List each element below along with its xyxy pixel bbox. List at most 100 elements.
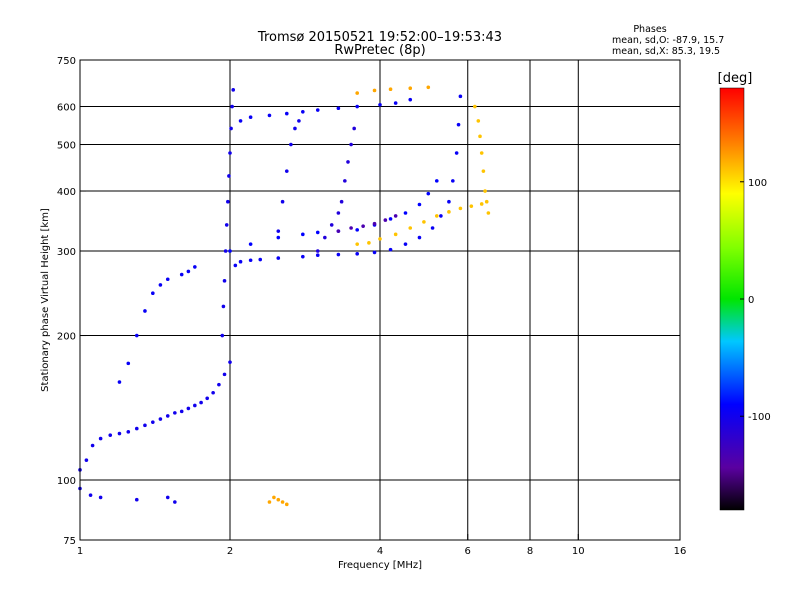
echo-point: [165, 414, 170, 418]
echo-point: [417, 235, 422, 240]
colorbar-ticks: 100 0 -100: [740, 178, 771, 423]
echo-point: [276, 229, 281, 233]
echo-point: [361, 224, 365, 228]
chart-subtitle: RwPretec (8p): [334, 43, 425, 58]
echo-point: [484, 199, 489, 204]
echo-point: [439, 214, 443, 218]
echo-point: [173, 500, 177, 504]
echo-point: [248, 115, 253, 120]
echo-point: [447, 210, 451, 214]
echo-point: [469, 204, 474, 208]
echo-point: [211, 390, 215, 395]
echo-point: [267, 113, 272, 118]
colorbar-label: [deg]: [718, 71, 753, 86]
x-tick-label: 10: [572, 546, 585, 557]
echo-point: [346, 160, 350, 164]
echo-point: [315, 253, 320, 258]
x-tick-label: 16: [674, 546, 687, 557]
echo-point: [297, 119, 301, 123]
echo-point: [90, 443, 95, 448]
echo-point: [430, 226, 435, 230]
echo-point: [388, 247, 393, 252]
echo-point: [301, 254, 305, 259]
echo-point: [199, 400, 203, 405]
stats-line-x: mean, sd,X: 85.3, 19.5: [612, 46, 720, 57]
stats-line-o: mean, sd,O: -87.9, 15.7: [612, 35, 724, 46]
echo-point: [456, 122, 461, 127]
echo-point: [228, 151, 232, 155]
echo-point: [238, 119, 243, 123]
echo-point: [393, 232, 398, 237]
echo-point: [478, 134, 482, 139]
echo-point: [179, 409, 184, 414]
x-tick-label: 8: [527, 546, 533, 557]
echo-point: [315, 249, 320, 253]
echo-point: [248, 242, 253, 246]
echo-point: [193, 403, 197, 408]
x-tick-label: 4: [377, 546, 383, 557]
y-tick-label: 300: [57, 247, 76, 258]
echo-point: [434, 179, 439, 183]
echo-point: [408, 226, 413, 230]
echo-point: [289, 142, 293, 147]
echo-point: [108, 433, 113, 437]
echo-point: [173, 411, 177, 415]
echo-point: [280, 500, 285, 504]
echo-point: [276, 235, 281, 240]
echo-point: [193, 265, 197, 269]
echo-point: [151, 291, 155, 296]
points-layer: [78, 85, 491, 507]
echo-point: [276, 256, 281, 260]
echo-point: [336, 252, 341, 257]
echo-point: [284, 111, 289, 116]
echo-point: [393, 101, 398, 105]
echo-point: [126, 361, 131, 366]
y-tick-label: 600: [57, 103, 76, 114]
echo-point: [323, 235, 327, 240]
y-tick-label: 500: [57, 141, 76, 152]
echo-point: [228, 249, 232, 253]
echo-point: [329, 223, 334, 227]
echo-point: [483, 189, 487, 193]
echo-point: [426, 191, 431, 196]
y-tick-label: 100: [57, 476, 76, 487]
echo-point: [355, 228, 359, 232]
echo-point: [158, 417, 163, 421]
echo-point: [223, 249, 228, 253]
echo-point: [186, 406, 191, 411]
echo-point: [248, 258, 253, 263]
grid-layer: [80, 60, 680, 540]
echo-point: [372, 250, 377, 255]
y-tick-label: 75: [63, 536, 76, 547]
echo-point: [339, 199, 344, 204]
echo-point: [134, 333, 139, 338]
echo-point: [98, 495, 103, 500]
echo-point: [151, 420, 155, 424]
echo-point: [352, 126, 356, 131]
echo-point: [447, 199, 451, 204]
echo-point: [383, 218, 388, 222]
echo-point: [88, 493, 93, 497]
echo-point: [388, 87, 393, 91]
echo-point: [98, 436, 103, 441]
echo-point: [355, 104, 359, 109]
echo-point: [186, 269, 191, 274]
echo-point: [301, 232, 305, 237]
echo-point: [476, 119, 481, 123]
echo-point: [222, 279, 227, 283]
echo-point: [280, 199, 285, 204]
echo-point: [458, 206, 463, 211]
echo-point: [434, 214, 439, 218]
echo-point: [301, 109, 305, 114]
echo-point: [349, 226, 353, 230]
echo-point: [227, 174, 231, 178]
echo-point: [336, 229, 341, 233]
colorbar-tick-label: 0: [748, 295, 754, 306]
echo-point: [284, 169, 289, 173]
echo-point: [336, 211, 341, 215]
x-axis: 1 2 4 6 8 10 16: [77, 534, 687, 557]
echo-point: [233, 263, 238, 268]
echo-point: [293, 126, 297, 131]
